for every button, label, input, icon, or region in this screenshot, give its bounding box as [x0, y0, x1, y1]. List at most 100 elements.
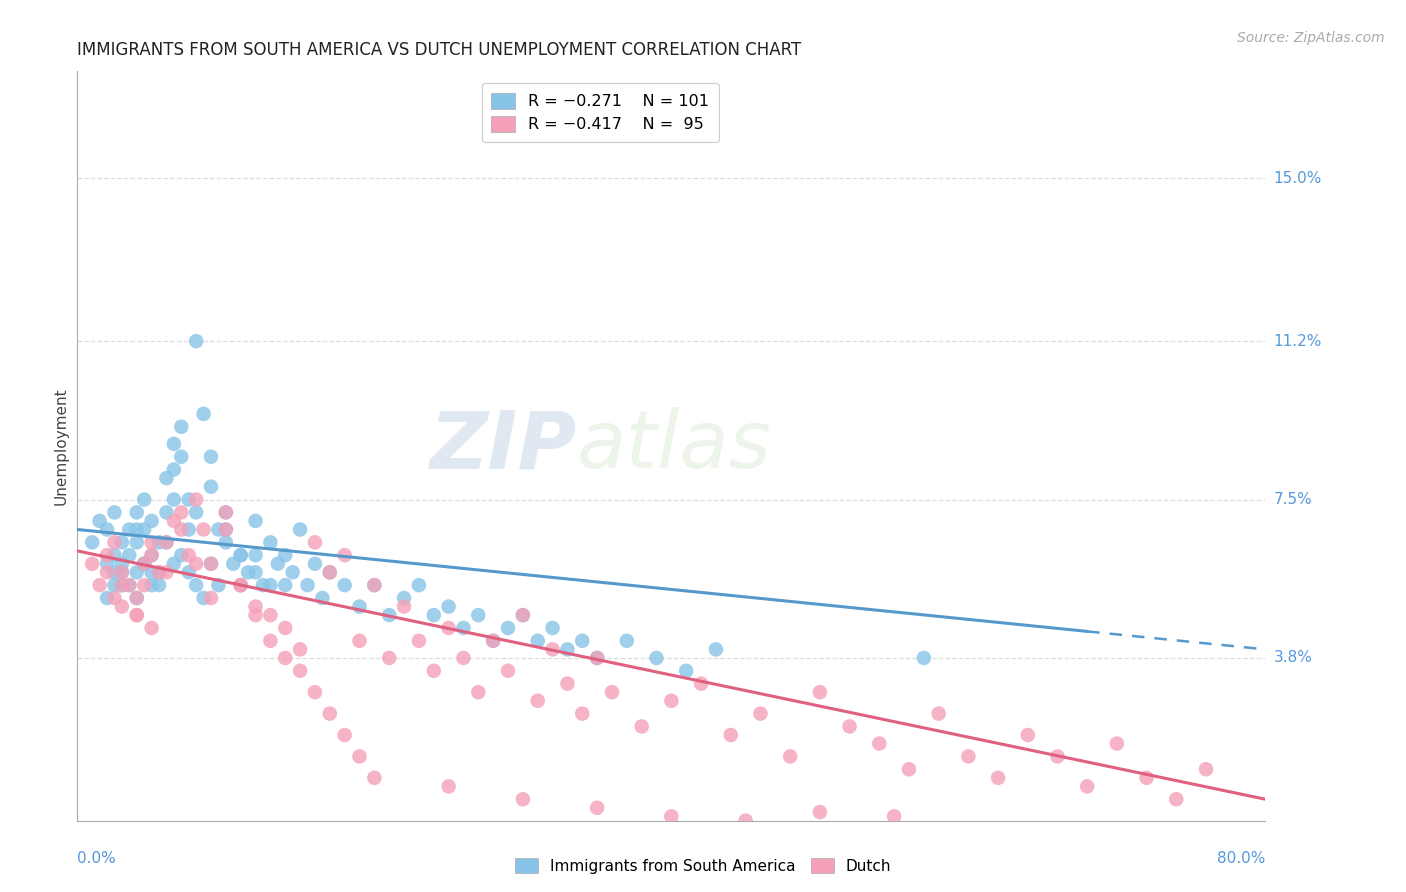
Point [186, 505, 208, 519]
Point [193, 591, 215, 605]
Point [177, 566, 200, 580]
Legend: Immigrants from South America, Dutch: Immigrants from South America, Dutch [509, 852, 897, 880]
Point [281, 566, 304, 580]
Point [148, 566, 170, 580]
Point [134, 578, 156, 592]
Point [1017, 728, 1039, 742]
Point [912, 651, 935, 665]
Point [170, 450, 193, 464]
Point [311, 591, 333, 605]
Point [111, 578, 134, 592]
Point [496, 621, 519, 635]
Point [96, 548, 118, 562]
Point [229, 578, 252, 592]
Text: 0.0%: 0.0% [77, 851, 117, 866]
Point [586, 651, 609, 665]
Point [467, 608, 489, 623]
Point [229, 578, 252, 592]
Point [141, 621, 163, 635]
Point [200, 557, 222, 571]
Point [392, 591, 415, 605]
Point [141, 535, 163, 549]
Point [163, 514, 186, 528]
Point [557, 676, 579, 690]
Point [118, 523, 141, 537]
Point [186, 492, 208, 507]
Point [103, 591, 125, 605]
Point [928, 706, 950, 721]
Point [163, 557, 186, 571]
Point [111, 566, 134, 580]
Point [437, 780, 460, 794]
Text: 3.8%: 3.8% [1274, 650, 1313, 665]
Point [89, 578, 111, 592]
Point [148, 535, 170, 549]
Point [557, 642, 579, 657]
Point [163, 437, 186, 451]
Point [111, 535, 134, 549]
Point [349, 749, 371, 764]
Point [898, 762, 921, 776]
Point [288, 642, 311, 657]
Point [148, 578, 170, 592]
Point [363, 771, 385, 785]
Point [392, 599, 415, 614]
Point [482, 633, 505, 648]
Point [125, 566, 148, 580]
Point [586, 651, 609, 665]
Point [512, 792, 534, 806]
Point [111, 557, 134, 571]
Point [134, 492, 156, 507]
Point [868, 737, 890, 751]
Point [193, 407, 215, 421]
Point [134, 557, 156, 571]
Point [422, 608, 444, 623]
Point [245, 566, 267, 580]
Point [148, 566, 170, 580]
Point [103, 505, 125, 519]
Point [215, 535, 238, 549]
Text: IMMIGRANTS FROM SOUTH AMERICA VS DUTCH UNEMPLOYMENT CORRELATION CHART: IMMIGRANTS FROM SOUTH AMERICA VS DUTCH U… [77, 41, 801, 59]
Point [96, 566, 118, 580]
Point [245, 599, 267, 614]
Point [96, 591, 118, 605]
Point [675, 664, 697, 678]
Point [482, 633, 505, 648]
Point [1135, 771, 1157, 785]
Point [186, 334, 208, 348]
Point [103, 535, 125, 549]
Text: atlas: atlas [576, 407, 770, 485]
Point [274, 578, 297, 592]
Point [541, 621, 564, 635]
Point [134, 523, 156, 537]
Text: ZIP: ZIP [429, 407, 576, 485]
Point [541, 642, 564, 657]
Point [215, 505, 238, 519]
Point [125, 535, 148, 549]
Point [526, 694, 548, 708]
Point [170, 548, 193, 562]
Point [304, 557, 326, 571]
Point [274, 548, 297, 562]
Point [838, 719, 860, 733]
Text: 11.2%: 11.2% [1274, 334, 1322, 349]
Point [690, 676, 713, 690]
Point [987, 771, 1010, 785]
Point [1195, 762, 1218, 776]
Point [363, 578, 385, 592]
Point [96, 557, 118, 571]
Point [288, 664, 311, 678]
Point [125, 591, 148, 605]
Point [437, 599, 460, 614]
Point [422, 664, 444, 678]
Point [704, 642, 727, 657]
Point [645, 651, 668, 665]
Point [333, 578, 356, 592]
Point [333, 728, 356, 742]
Point [453, 621, 475, 635]
Point [1076, 780, 1098, 794]
Point [571, 633, 593, 648]
Point [1105, 737, 1128, 751]
Point [118, 578, 141, 592]
Point [141, 548, 163, 562]
